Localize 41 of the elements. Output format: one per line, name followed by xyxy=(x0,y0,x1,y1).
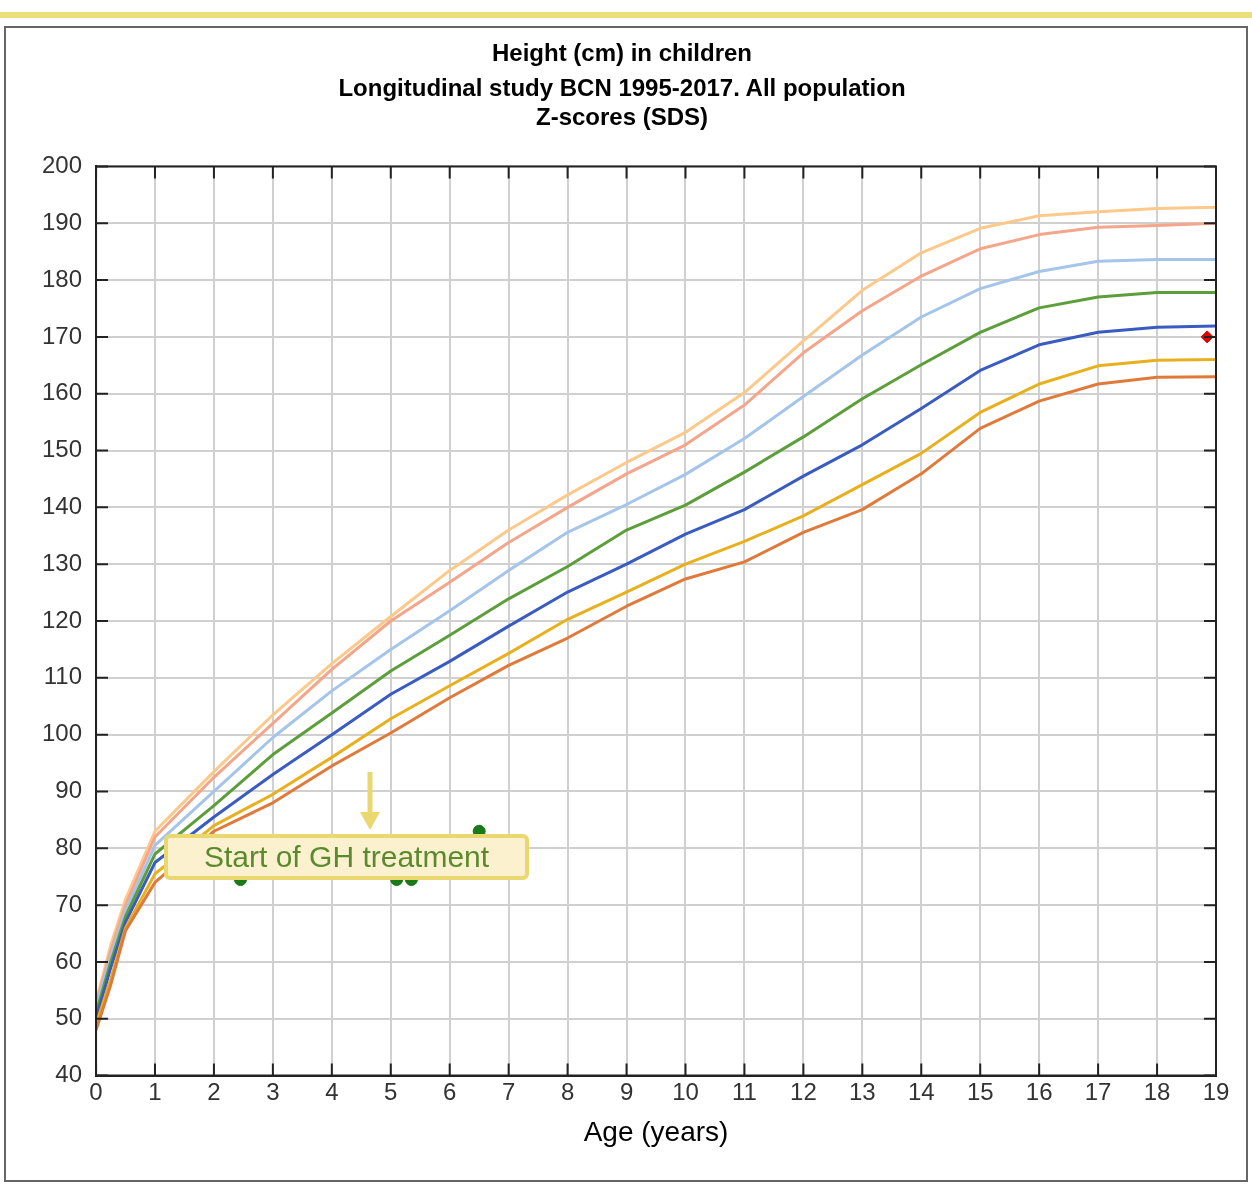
y-tick-label: 60 xyxy=(55,946,83,974)
x-tick-label: 3 xyxy=(266,1077,280,1105)
y-tick-label: 190 xyxy=(42,207,83,235)
y-tick-label: 50 xyxy=(55,1003,83,1031)
y-tick-label: 160 xyxy=(42,378,83,406)
x-tick-label: 16 xyxy=(1025,1077,1053,1105)
annotation: Start of GH treatment xyxy=(164,834,530,880)
x-tick-label: 13 xyxy=(848,1077,876,1105)
x-tick-label: 12 xyxy=(790,1077,817,1105)
y-tick-label: 70 xyxy=(55,889,83,917)
x-tick-label: 4 xyxy=(325,1077,339,1105)
x-tick-label: 17 xyxy=(1084,1077,1112,1105)
chart-subtitle: Longitudinal study BCN 1995-2017. All population Z-scores (SDS) xyxy=(338,73,906,130)
x-tick-label: 19 xyxy=(1202,1077,1230,1105)
x-tick-label: 14 xyxy=(907,1077,935,1105)
y-tick-label: 90 xyxy=(55,776,83,804)
x-tick-label: 0 xyxy=(89,1077,103,1105)
x-tick-label: 8 xyxy=(560,1077,575,1105)
x-tick-label: 5 xyxy=(384,1077,398,1105)
y-tick-label: 120 xyxy=(42,605,83,633)
x-tick-label: 18 xyxy=(1143,1077,1171,1105)
x-tick-label: 11 xyxy=(731,1077,757,1105)
y-tick-label: 110 xyxy=(43,662,83,690)
y-tick-label: 140 xyxy=(42,491,83,519)
x-tick-label: 2 xyxy=(207,1077,221,1105)
y-tick-label: 180 xyxy=(42,264,83,292)
x-tick-label: 9 xyxy=(619,1077,634,1105)
y-tick-label: 80 xyxy=(55,832,83,860)
x-tick-label: 15 xyxy=(966,1077,994,1105)
chart-title: Height (cm) in children xyxy=(491,39,753,67)
y-tick-label: 150 xyxy=(42,435,83,463)
x-tick-label: 10 xyxy=(672,1077,699,1105)
x-tick-label: 7 xyxy=(501,1077,516,1105)
y-tick-label: 200 xyxy=(42,151,83,179)
x-tick-label: 1 xyxy=(148,1077,162,1105)
x-axis-title: Age (years) xyxy=(583,1115,729,1147)
y-tick-label: 130 xyxy=(42,548,83,576)
x-tick-label: 6 xyxy=(443,1077,457,1105)
y-tick-label: 100 xyxy=(42,719,83,747)
y-tick-label: 40 xyxy=(55,1060,83,1088)
y-tick-label: 170 xyxy=(42,321,83,349)
